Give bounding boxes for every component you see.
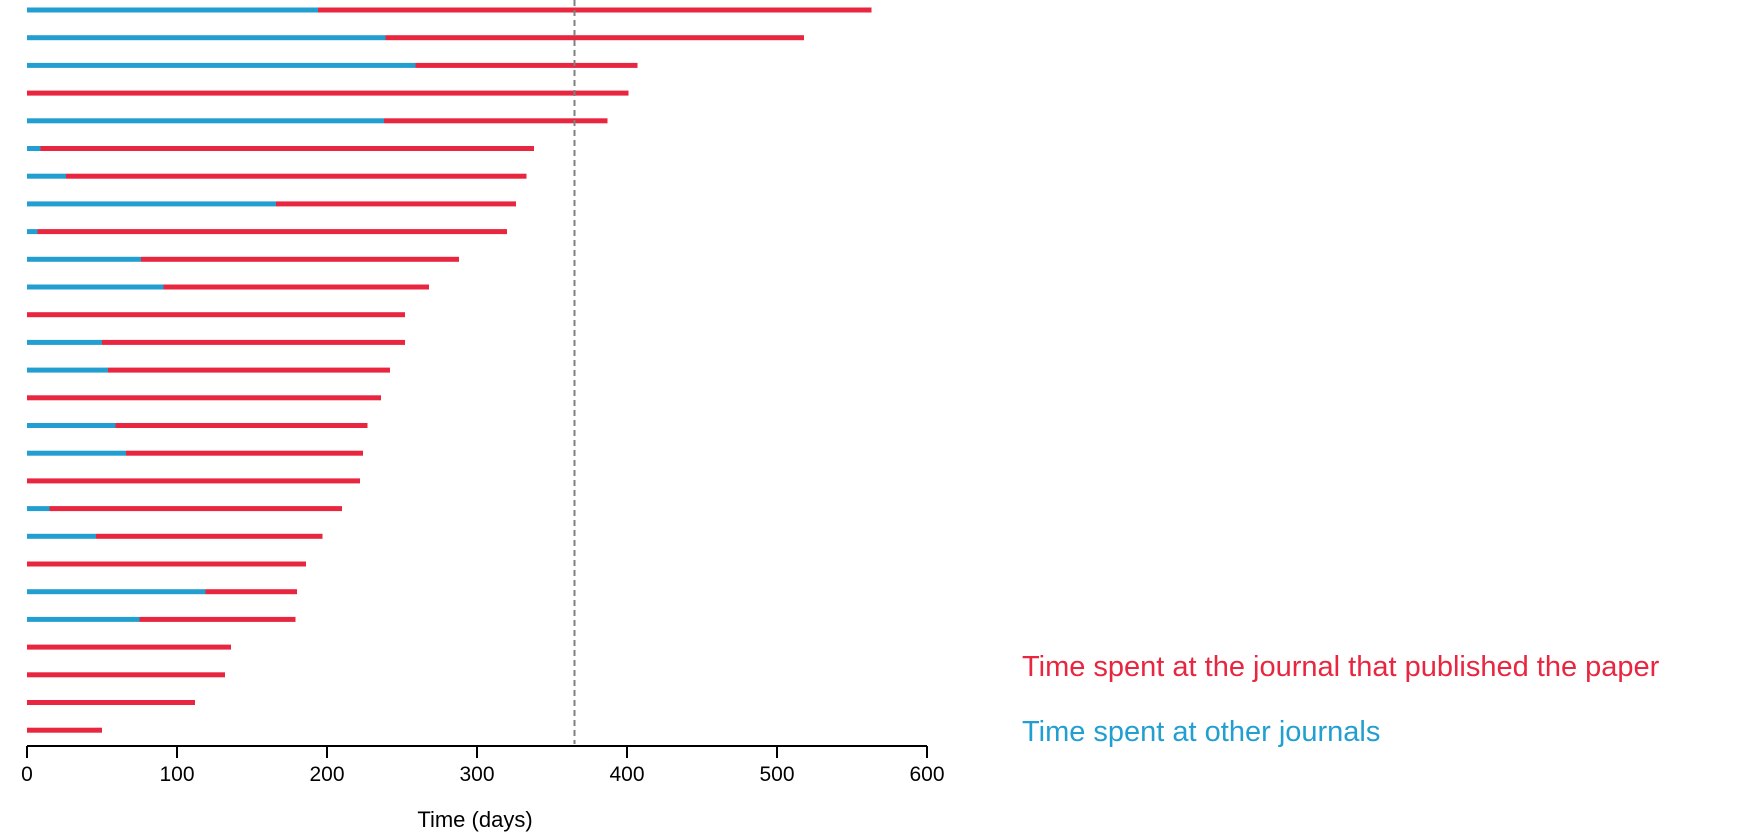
bar-other-journals-1 <box>27 7 318 13</box>
bar-other-journals-9 <box>27 229 38 235</box>
bar-other-journals-5 <box>27 118 384 124</box>
x-tick-label: 100 <box>159 763 194 786</box>
x-tick-label: 200 <box>309 763 344 786</box>
bar-published-journal-13 <box>102 339 405 345</box>
bar-other-journals-20 <box>27 533 96 539</box>
bar-published-journal-15 <box>27 395 381 401</box>
bar-published-journal-4 <box>27 90 629 96</box>
bar-published-journal-7 <box>66 173 527 179</box>
bar-other-journals-10 <box>27 256 141 262</box>
bar-other-journals-16 <box>27 423 116 428</box>
x-axis-label: Time (days) <box>417 807 532 832</box>
bar-published-journal-14 <box>108 367 390 373</box>
bar-published-journal-12 <box>27 312 405 318</box>
x-tick-label: 0 <box>21 763 33 786</box>
bar-other-journals-13 <box>27 339 102 345</box>
bar-other-journals-19 <box>27 506 50 512</box>
bar-other-journals-11 <box>27 284 164 290</box>
legend-entry-published-journal: Time spent at the journal that published… <box>1022 651 1660 683</box>
bar-published-journal-22 <box>205 589 297 595</box>
x-tick-label: 600 <box>909 763 944 786</box>
bar-other-journals-3 <box>27 62 416 68</box>
bar-published-journal-26 <box>27 700 195 705</box>
bar-other-journals-17 <box>27 450 126 456</box>
x-tick-label: 400 <box>609 763 644 786</box>
bar-other-journals-8 <box>27 201 276 207</box>
bar-published-journal-18 <box>27 478 360 484</box>
bar-other-journals-22 <box>27 589 206 595</box>
x-axis: 0 100 200 300 400 500 600 Time (days) <box>21 745 945 832</box>
bar-other-journals-14 <box>27 367 108 373</box>
x-tick-label: 500 <box>759 763 794 786</box>
bar-published-journal-2 <box>385 35 804 41</box>
bar-published-journal-24 <box>27 644 231 650</box>
bar-published-journal-8 <box>276 201 516 207</box>
bars-group <box>27 7 872 733</box>
bar-published-journal-5 <box>384 118 608 124</box>
bar-other-journals-7 <box>27 173 66 179</box>
x-tick-label: 300 <box>459 763 494 786</box>
bar-published-journal-19 <box>49 506 342 512</box>
x-axis-ticks: 0 100 200 300 400 500 600 <box>21 746 945 786</box>
bar-published-journal-25 <box>27 672 225 678</box>
bar-published-journal-6 <box>40 146 534 151</box>
legend-entry-other-journals: Time spent at other journals <box>1022 716 1380 748</box>
bar-published-journal-23 <box>139 616 296 622</box>
bar-published-journal-11 <box>163 284 429 290</box>
bar-published-journal-1 <box>318 7 872 13</box>
bar-published-journal-10 <box>141 256 459 262</box>
bar-other-journals-6 <box>27 146 41 151</box>
bar-published-journal-17 <box>126 450 363 456</box>
bar-other-journals-23 <box>27 616 140 622</box>
bar-published-journal-3 <box>415 62 638 68</box>
bar-published-journal-21 <box>27 561 306 567</box>
bar-published-journal-20 <box>96 533 323 539</box>
bar-published-journal-9 <box>37 229 507 235</box>
bar-published-journal-16 <box>115 423 368 428</box>
bar-other-journals-2 <box>27 35 386 41</box>
legend: Time spent at the journal that published… <box>1022 651 1660 748</box>
bar-published-journal-27 <box>27 727 102 733</box>
